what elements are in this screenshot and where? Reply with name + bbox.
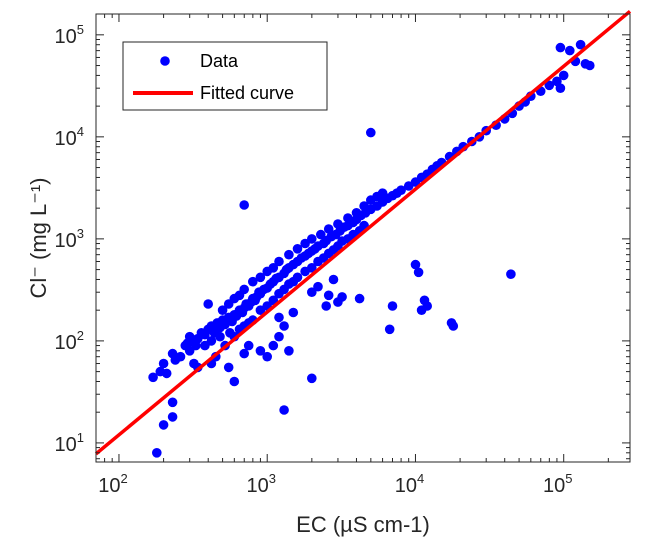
data-point [323, 224, 334, 234]
data-point [300, 238, 310, 249]
data-point [279, 321, 289, 331]
legend-box [122, 41, 328, 111]
data-point [343, 213, 353, 223]
data-point [243, 340, 254, 351]
data-point [585, 60, 595, 71]
x-tick-label: 103 [246, 471, 275, 497]
data-point [229, 376, 240, 387]
data-point [555, 42, 566, 53]
data-point [161, 368, 172, 379]
data-point [248, 276, 258, 287]
data-point [316, 229, 326, 240]
data-point [167, 412, 178, 422]
data-point [377, 188, 388, 198]
data-point [448, 321, 459, 331]
y-tick-label: 102 [55, 328, 84, 354]
data-point [262, 351, 273, 362]
data-point [239, 200, 249, 210]
x-tick-label: 102 [98, 471, 127, 497]
data-point [239, 284, 249, 295]
data-point [255, 346, 266, 356]
legend-data-marker [160, 56, 170, 66]
data-point [239, 348, 249, 359]
x-tick-label: 105 [543, 471, 572, 497]
data-point [274, 331, 284, 342]
x-tick-label: 104 [395, 471, 424, 497]
data-point [152, 448, 162, 458]
data-point [384, 324, 395, 335]
data-point [387, 301, 398, 311]
data-point [288, 307, 299, 318]
x-axis-ticks: 102 103 104 105 [95, 14, 609, 497]
y-tick-label: 105 [55, 22, 84, 48]
data-point [307, 234, 317, 244]
data-point [292, 272, 303, 283]
data-point [323, 290, 334, 301]
data-point [313, 281, 323, 292]
data-point [158, 358, 169, 369]
data-point [215, 331, 225, 342]
data-point [351, 208, 362, 218]
plot-area: 102 103 104 105 101 102 103 104 105 [55, 9, 632, 497]
data-point [413, 267, 424, 278]
data-point [307, 263, 317, 273]
data-point [565, 45, 575, 56]
data-point [268, 263, 279, 273]
data-point [284, 249, 294, 260]
data-point [366, 127, 376, 138]
data-point [410, 259, 421, 270]
legend: Data Fitted curve [122, 41, 328, 111]
x-axis-title: EC (µS cm-1) [296, 512, 430, 537]
data-point [274, 256, 284, 267]
data-point [333, 219, 343, 229]
data-point [274, 312, 284, 323]
data-point [255, 272, 266, 283]
data-point [307, 373, 317, 384]
data-point [555, 83, 566, 93]
data-point [575, 39, 586, 50]
data-point [268, 340, 279, 351]
data-point [284, 346, 294, 356]
y-axis-ticks: 101 102 103 104 105 [55, 22, 630, 460]
data-point [544, 80, 555, 91]
legend-data-label: Data [200, 51, 239, 71]
data-point [203, 299, 213, 309]
data-point [148, 372, 158, 383]
y-tick-label: 103 [55, 226, 84, 252]
data-point [321, 301, 332, 311]
data-point [558, 70, 569, 81]
legend-fit-label: Fitted curve [200, 83, 294, 103]
data-point [422, 301, 433, 311]
data-point [337, 292, 347, 302]
data-point [223, 362, 234, 373]
data-point [396, 185, 406, 195]
data-point [191, 340, 201, 351]
data-point [506, 269, 516, 280]
data-point [217, 305, 228, 316]
data-point [206, 336, 217, 346]
data-point [292, 244, 303, 254]
data-point [167, 397, 178, 408]
y-axis-title: Cl⁻ (mg L⁻¹) [26, 178, 51, 299]
data-point [307, 287, 317, 298]
axes-box [95, 13, 631, 463]
y-tick-label: 101 [55, 430, 84, 456]
data-point [175, 351, 186, 362]
y-tick-label: 104 [55, 124, 84, 150]
data-point [158, 420, 169, 430]
data-point [359, 201, 369, 211]
fitted-curve-line [94, 9, 632, 456]
data-point [279, 405, 289, 415]
data-point [328, 274, 339, 285]
data-point [354, 293, 365, 304]
